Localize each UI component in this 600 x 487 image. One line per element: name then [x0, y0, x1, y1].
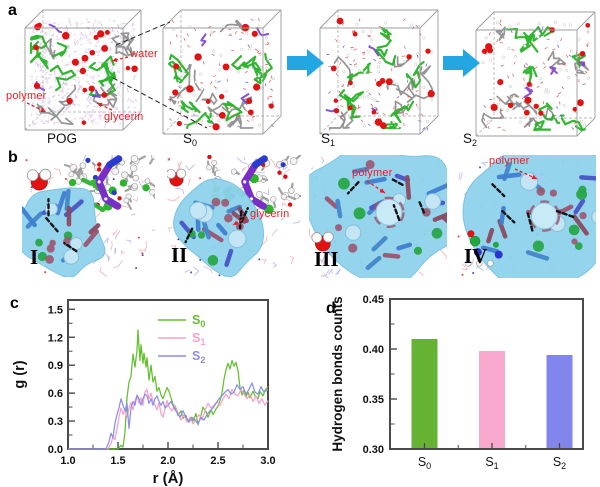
panel-d-label: d — [326, 300, 336, 317]
svg-text:0.40: 0.40 — [363, 344, 384, 356]
closeup-2-graphic — [167, 155, 301, 277]
view-numeral-2: II — [171, 243, 188, 267]
svg-text:0.6: 0.6 — [48, 388, 63, 400]
box-label-s1: S1 — [320, 131, 336, 148]
svg-text:S1: S1 — [485, 455, 498, 471]
svg-text:0.35: 0.35 — [363, 394, 384, 406]
svg-text:1.5: 1.5 — [48, 304, 63, 316]
closeup-view-1 — [22, 155, 155, 277]
closeup-view-2 — [167, 155, 301, 277]
annotation-polymer-view3: polymer — [352, 167, 393, 179]
svg-text:0.45: 0.45 — [363, 294, 384, 306]
box-label-s0: S0 — [182, 131, 198, 148]
svg-text:r (Å): r (Å) — [153, 470, 184, 487]
svg-text:S2: S2 — [192, 349, 205, 365]
panel-c-label: c — [10, 295, 19, 312]
panel-a-label: a — [8, 2, 17, 19]
svg-text:1.0: 1.0 — [60, 455, 75, 467]
closeup-3-graphic — [309, 155, 447, 278]
svg-text:S0: S0 — [192, 313, 205, 329]
svg-text:Hydrogen bonds counts: Hydrogen bonds counts — [330, 296, 345, 451]
svg-text:g (r): g (r) — [12, 360, 28, 388]
svg-text:S2: S2 — [553, 455, 566, 471]
annotation-polymer: polymer — [6, 90, 47, 102]
box-label-s2: S2 — [462, 131, 478, 148]
svg-text:1.5: 1.5 — [110, 455, 125, 467]
svg-text:2.5: 2.5 — [210, 455, 225, 467]
annotation-glycerin: glycerin — [104, 111, 144, 123]
svg-text:1.2: 1.2 — [48, 332, 63, 344]
view-numeral-3: III — [314, 247, 339, 271]
annotation-polymer-view4: polymer — [489, 155, 530, 167]
view-numeral-4: IV — [464, 244, 488, 268]
svg-text:S0: S0 — [418, 455, 431, 471]
closeup-view-3 — [309, 155, 447, 278]
svg-text:3.0: 3.0 — [260, 455, 275, 467]
svg-text:0.0: 0.0 — [48, 444, 63, 456]
closeup-1-graphic — [22, 155, 155, 277]
svg-text:S1: S1 — [192, 331, 205, 347]
rdf-line-chart: 0.0 0.3 0.6 0.9 1.2 1.5 1.0 1.5 2.0 2.5 3.0 g (r) r … — [12, 299, 276, 487]
svg-text:0.30: 0.30 — [363, 444, 384, 456]
annotation-glycerin-view2: glycerin — [250, 208, 290, 220]
svg-text:2.0: 2.0 — [160, 455, 175, 467]
closeup-view-4 — [457, 155, 596, 278]
svg-text:0.9: 0.9 — [48, 360, 63, 372]
svg-text:0.3: 0.3 — [48, 416, 63, 428]
annotation-water: water — [130, 48, 158, 60]
panel-a-simulation-boxes — [24, 9, 596, 137]
closeup-4-graphic — [457, 155, 596, 278]
box-label-pog: POG — [46, 131, 77, 146]
panel-b-label: b — [8, 149, 18, 166]
hydrogen-bonds-bar-chart: 0.30 0.35 0.40 0.45 S0 S1 S2 Hydrogen bonds cou… — [330, 294, 584, 471]
view-numeral-1: I — [30, 245, 39, 269]
